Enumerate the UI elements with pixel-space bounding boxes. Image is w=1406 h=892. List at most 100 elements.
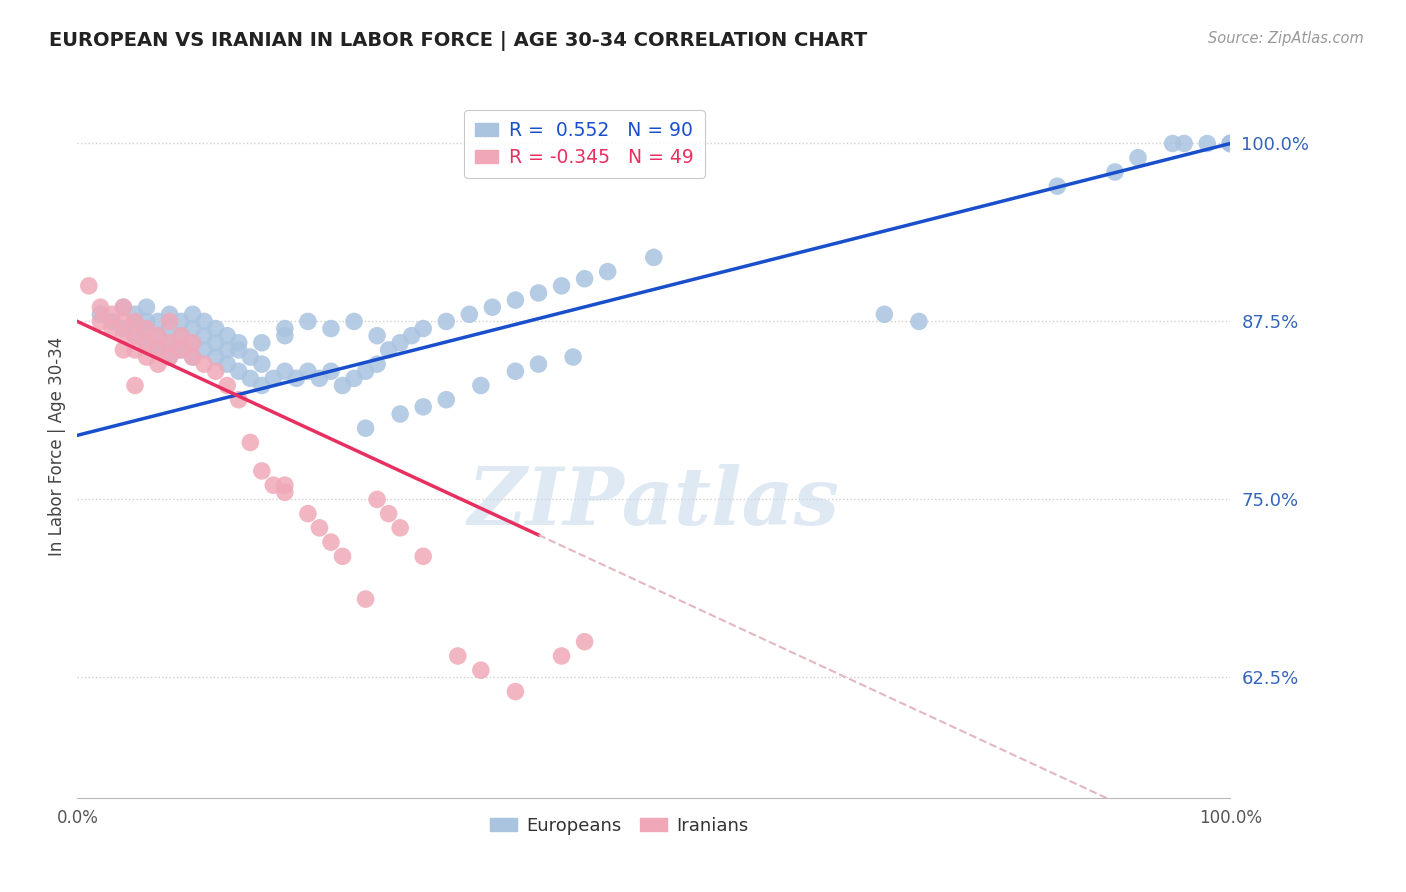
Point	[124, 314, 146, 328]
Point	[1173, 136, 1195, 151]
Point	[1219, 136, 1241, 151]
Point	[170, 343, 193, 357]
Point	[239, 435, 262, 450]
Point	[112, 321, 135, 335]
Point	[527, 285, 550, 300]
Point	[170, 343, 193, 357]
Point	[146, 343, 169, 357]
Point	[159, 321, 181, 335]
Point	[343, 371, 366, 385]
Point	[389, 521, 412, 535]
Point	[181, 307, 204, 321]
Point	[135, 350, 157, 364]
Legend: Europeans, Iranians: Europeans, Iranians	[484, 810, 755, 842]
Point	[481, 300, 503, 314]
Point	[412, 321, 434, 335]
Point	[447, 648, 470, 663]
Point	[1197, 136, 1219, 151]
Point	[135, 321, 157, 335]
Point	[297, 364, 319, 378]
Point	[135, 314, 157, 328]
Point	[204, 321, 226, 335]
Point	[101, 307, 124, 321]
Point	[1161, 136, 1184, 151]
Point	[250, 464, 273, 478]
Point	[112, 343, 135, 357]
Point	[274, 485, 297, 500]
Point	[412, 400, 434, 414]
Point	[124, 343, 146, 357]
Point	[135, 335, 157, 350]
Point	[228, 335, 250, 350]
Text: EUROPEAN VS IRANIAN IN LABOR FORCE | AGE 30-34 CORRELATION CHART: EUROPEAN VS IRANIAN IN LABOR FORCE | AGE…	[49, 31, 868, 51]
Point	[228, 364, 250, 378]
Point	[112, 300, 135, 314]
Point	[193, 314, 215, 328]
Point	[101, 321, 124, 335]
Point	[193, 357, 215, 371]
Point	[159, 335, 181, 350]
Point	[354, 421, 377, 435]
Point	[124, 328, 146, 343]
Point	[1126, 151, 1149, 165]
Point	[170, 314, 193, 328]
Point	[274, 321, 297, 335]
Point	[181, 335, 204, 350]
Point	[193, 343, 215, 357]
Point	[193, 328, 215, 343]
Point	[217, 378, 239, 392]
Text: ZIPatlas: ZIPatlas	[468, 464, 839, 541]
Point	[112, 314, 135, 328]
Point	[366, 357, 388, 371]
Point	[389, 407, 412, 421]
Point	[354, 364, 377, 378]
Point	[308, 371, 330, 385]
Point	[562, 350, 585, 364]
Point	[1046, 179, 1069, 194]
Point	[239, 371, 262, 385]
Point	[366, 328, 388, 343]
Point	[228, 392, 250, 407]
Point	[77, 278, 100, 293]
Point	[297, 314, 319, 328]
Point	[250, 335, 273, 350]
Point	[319, 364, 342, 378]
Point	[124, 328, 146, 343]
Point	[505, 293, 527, 307]
Point	[159, 350, 181, 364]
Point	[389, 335, 412, 350]
Point	[217, 328, 239, 343]
Point	[1104, 165, 1126, 179]
Point	[596, 264, 619, 278]
Point	[159, 335, 181, 350]
Point	[550, 648, 572, 663]
Y-axis label: In Labor Force | Age 30-34: In Labor Force | Age 30-34	[48, 336, 66, 556]
Point	[458, 307, 481, 321]
Point	[434, 392, 457, 407]
Point	[377, 507, 399, 521]
Point	[1219, 136, 1241, 151]
Point	[89, 307, 111, 321]
Point	[112, 300, 135, 314]
Point	[505, 684, 527, 698]
Point	[505, 364, 527, 378]
Point	[470, 378, 492, 392]
Point	[274, 478, 297, 492]
Point	[574, 271, 596, 285]
Point	[124, 307, 146, 321]
Point	[297, 507, 319, 521]
Point	[274, 328, 297, 343]
Point	[239, 350, 262, 364]
Point	[470, 663, 492, 677]
Point	[319, 535, 342, 549]
Point	[1219, 136, 1241, 151]
Point	[181, 350, 204, 364]
Point	[873, 307, 896, 321]
Point	[159, 314, 181, 328]
Point	[274, 364, 297, 378]
Point	[354, 592, 377, 607]
Point	[574, 634, 596, 648]
Point	[170, 328, 193, 343]
Point	[332, 549, 354, 564]
Point	[412, 549, 434, 564]
